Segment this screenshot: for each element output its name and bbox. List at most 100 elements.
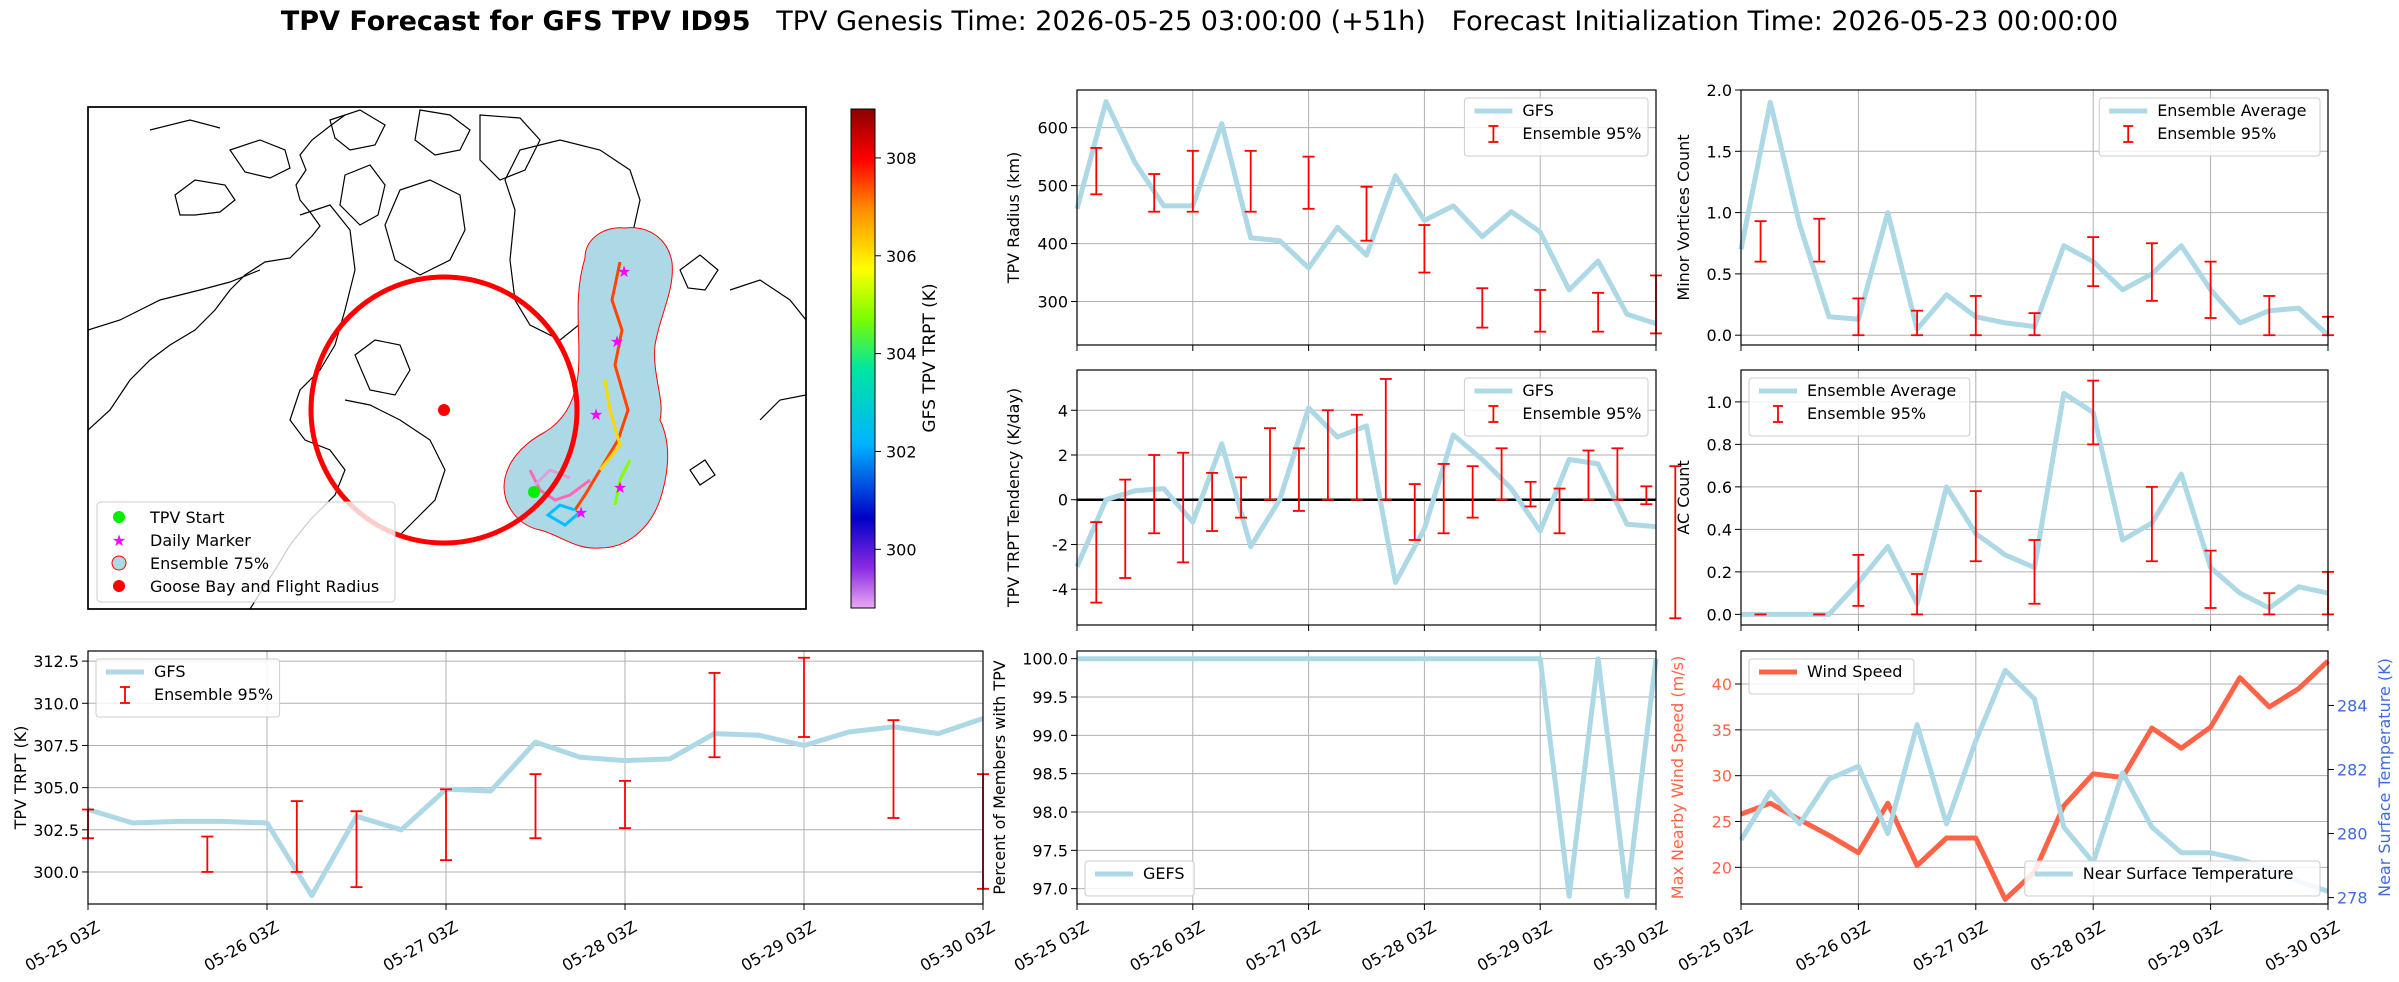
y-axis-label: AC Count xyxy=(1674,460,1693,534)
error-bar xyxy=(1090,147,1103,196)
y2-tick-label: 278 xyxy=(2337,889,2368,908)
svg-text:★: ★ xyxy=(574,503,588,522)
legend-label: Ensemble 95% xyxy=(1522,404,1641,423)
svg-text:★: ★ xyxy=(617,262,631,281)
svg-text:★: ★ xyxy=(610,332,624,351)
error-bar xyxy=(1495,447,1508,501)
y2-tick-label: 280 xyxy=(2337,825,2368,844)
error-bar xyxy=(708,672,721,759)
y-tick-label: 0.0 xyxy=(1707,326,1732,345)
error-bar xyxy=(1148,454,1161,535)
y-tick-label: 305.0 xyxy=(33,779,79,798)
error-bar xyxy=(201,835,214,873)
legend-start-swatch xyxy=(113,511,125,523)
y-tick-label: 500 xyxy=(1037,177,1068,196)
y-tick-label: 97.5 xyxy=(1032,841,1068,860)
y-axis-label: TPV TRPT (K) xyxy=(11,726,30,831)
map-legend-box xyxy=(96,501,396,603)
legend-ensemble-swatch xyxy=(111,555,127,571)
error-bar xyxy=(1911,573,1924,616)
error-bar xyxy=(1969,490,1982,563)
legend-label: Ensemble 95% xyxy=(1522,124,1641,143)
error-bar xyxy=(2263,295,2276,337)
legend-box xyxy=(1748,377,1971,437)
legend-goosebay-swatch xyxy=(113,580,125,592)
error-bar xyxy=(1177,451,1190,564)
error-bar xyxy=(1553,487,1566,535)
ensemble-tracks xyxy=(528,261,632,527)
y-tick-label: 30 xyxy=(1712,767,1732,786)
error-bar xyxy=(1235,476,1248,519)
error-bar xyxy=(1321,409,1334,501)
flight-radius-circle xyxy=(308,274,580,546)
error-bar xyxy=(1813,217,1826,263)
error-bar xyxy=(1534,289,1547,333)
series-line xyxy=(1074,405,1657,585)
y-axis-label: TPV TRPT Tendency (K/day) xyxy=(1004,388,1023,608)
error-bar xyxy=(529,773,542,840)
plot-frame xyxy=(1740,369,2329,626)
error-bar xyxy=(1408,483,1421,541)
y-tick-label: 302.5 xyxy=(33,821,79,840)
svg-text:★: ★ xyxy=(613,478,627,497)
plot-frame xyxy=(1076,89,1657,346)
y2-axis-label: Near Surface Temperature (K) xyxy=(2375,658,2394,897)
colorbar: 300 302 304 306 308 GFS TPV TRPT (K) xyxy=(850,108,940,609)
y2-tick-label: 284 xyxy=(2337,696,2368,715)
error-bar xyxy=(1592,291,1605,333)
y-tick-label: 99.5 xyxy=(1032,688,1068,707)
legend-label: Wind Speed xyxy=(1807,662,1902,681)
error-bar xyxy=(2263,592,2276,616)
y-axis-label: Max Nearby Wind Speed (m/s) xyxy=(1668,656,1687,899)
legend-label: GEFS xyxy=(1143,864,1185,883)
legend-box xyxy=(1084,860,1195,897)
y-tick-label: 1.0 xyxy=(1707,204,1732,223)
title-init: Forecast Initialization Time: 2026-05-23… xyxy=(1451,6,2119,37)
panel-wind: 05-25 03Z 05-26 03Z 05-27 03Z 05-28 03Z 05-2… xyxy=(1668,650,2394,975)
error-bar xyxy=(1582,449,1595,501)
error-bar xyxy=(1244,149,1257,213)
error-bar xyxy=(2204,549,2217,609)
legend: GFS Ensemble 95% xyxy=(1463,97,1649,157)
plot-frame xyxy=(1076,369,1657,626)
error-bar xyxy=(2145,485,2158,563)
y-tick-label: 300.0 xyxy=(33,863,79,882)
error-bar xyxy=(1350,413,1363,501)
legend: GEFS xyxy=(1084,860,1195,897)
legend-box xyxy=(1748,658,1915,695)
x-tick-label: 05-28 03Z xyxy=(1358,917,1439,975)
y-axis-label: Minor Vortices Count xyxy=(1674,134,1693,300)
x-tick-label: 05-28 03Z xyxy=(559,917,640,975)
x-tick-label: 05-29 03Z xyxy=(738,917,819,975)
y-axis-label: Percent of Members with TPV xyxy=(990,660,1009,894)
colorbar-tick-label: 300 xyxy=(886,540,917,559)
y-tick-label: 0.0 xyxy=(1707,605,1732,624)
x-tick-label: 05-28 03Z xyxy=(2027,917,2108,975)
legend: Ensemble Average Ensemble 95% xyxy=(2098,97,2321,157)
error-bar xyxy=(1466,465,1479,519)
goose-bay-marker xyxy=(438,404,450,416)
legend: Ensemble Average Ensemble 95% xyxy=(1748,377,1971,437)
y-tick-label: 1.5 xyxy=(1707,142,1732,161)
y-tick-label: 0.6 xyxy=(1707,478,1732,497)
error-bar xyxy=(2028,312,2041,337)
legend: GFS Ensemble 95% xyxy=(1463,377,1649,437)
y-tick-label: 35 xyxy=(1712,721,1732,740)
error-bar xyxy=(1206,471,1219,532)
legend-label: GFS xyxy=(154,662,185,681)
y-tick-label: 25 xyxy=(1712,813,1732,832)
x-tick-label: 05-29 03Z xyxy=(1474,917,1555,975)
y-tick-label: 100.0 xyxy=(1022,650,1068,669)
y-tick-label: 0.5 xyxy=(1707,265,1732,284)
legend-box xyxy=(2024,860,2321,897)
error-bar xyxy=(1090,521,1103,604)
error-bar xyxy=(1969,295,1982,337)
track-map: ★ ★ ★ ★ ★ TPV Start ★ Daily Marker Ensem… xyxy=(87,106,807,610)
error-bar xyxy=(1476,287,1489,329)
series-line xyxy=(87,716,984,899)
plot-frame xyxy=(1740,650,2329,905)
error-bar xyxy=(2145,242,2158,302)
colorbar-tick-label: 304 xyxy=(886,345,917,364)
plot-frame xyxy=(1740,89,2329,346)
